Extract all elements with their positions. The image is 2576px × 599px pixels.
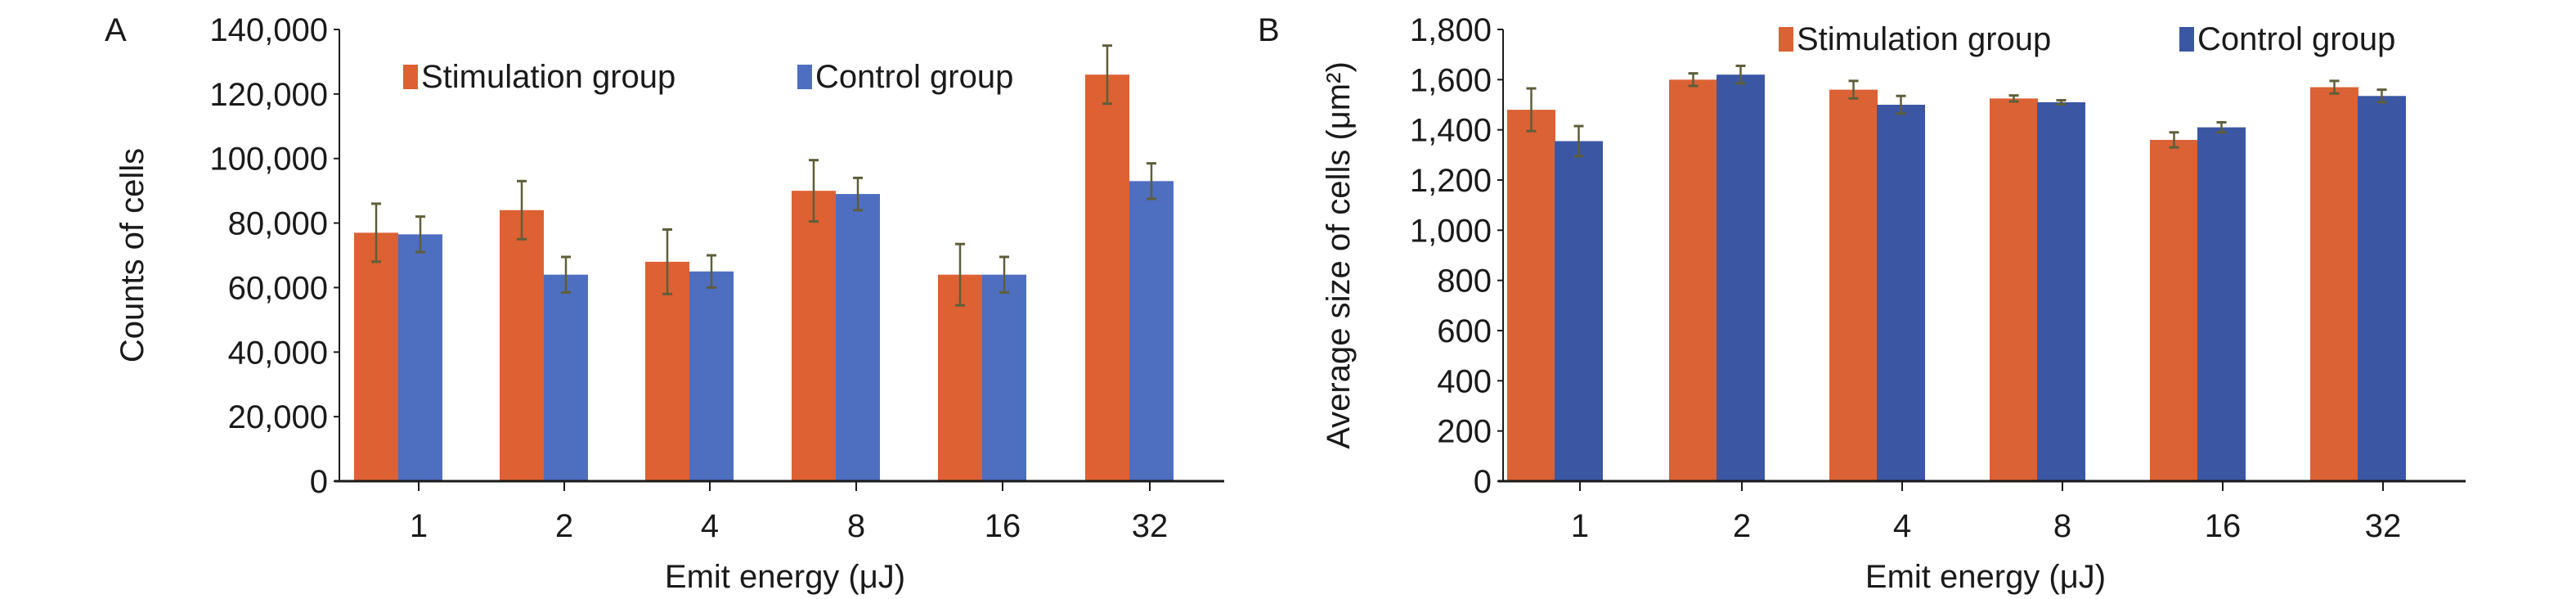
bar-control-16 xyxy=(982,274,1026,481)
x-tick-label: 8 xyxy=(847,508,865,544)
y-axis-title: Counts of cells xyxy=(114,148,150,363)
x-tick-label: 2 xyxy=(555,508,573,544)
x-tick-label: 4 xyxy=(1893,508,1911,544)
y-tick-label: 0 xyxy=(310,464,328,500)
x-tick-label: 1 xyxy=(410,508,428,544)
y-tick-label: 600 xyxy=(1437,313,1492,349)
panel-label-a: A xyxy=(105,12,127,48)
bar-stimulation-1 xyxy=(354,232,398,481)
legend-label-control: Control group xyxy=(815,59,1013,95)
y-tick-label: 80,000 xyxy=(228,206,328,242)
bar-control-8 xyxy=(836,194,880,482)
y-tick-label: 60,000 xyxy=(228,270,328,306)
bar-control-4 xyxy=(1877,105,1925,481)
x-tick-label: 16 xyxy=(985,508,1021,544)
y-tick-label: 0 xyxy=(1474,464,1492,500)
x-tick-label: 2 xyxy=(1733,508,1751,544)
bar-stimulation-1 xyxy=(1507,110,1555,481)
y-tick-label: 1,600 xyxy=(1410,62,1492,98)
bar-control-4 xyxy=(689,271,734,481)
bar-stimulation-8 xyxy=(1990,98,2038,481)
bar-stimulation-4 xyxy=(645,261,689,481)
y-tick-label: 20,000 xyxy=(228,399,328,435)
x-tick-label: 16 xyxy=(2205,508,2242,544)
bar-stimulation-32 xyxy=(2310,87,2358,482)
y-tick-label: 1,000 xyxy=(1410,213,1492,249)
y-tick-label: 1,200 xyxy=(1410,163,1492,199)
legend-swatch-stimulation xyxy=(1779,27,1793,52)
legend-swatch-stimulation xyxy=(403,65,418,89)
x-tick-label: 4 xyxy=(701,508,719,544)
bar-control-1 xyxy=(398,234,442,481)
x-tick-label: 32 xyxy=(2365,508,2402,544)
x-axis-title: Emit energy (μJ) xyxy=(665,559,905,595)
bar-control-1 xyxy=(1555,141,1603,481)
bar-control-32 xyxy=(2358,96,2406,482)
x-tick-label: 8 xyxy=(2053,508,2071,544)
chart-a: 0 20,000 40,000 60,000 80,000 100,000 120,000 1… xyxy=(114,12,1224,595)
bar-control-16 xyxy=(2197,127,2246,481)
bar-stimulation-2 xyxy=(500,209,544,481)
bar-control-2 xyxy=(1717,74,1765,481)
y-tick-label: 1,800 xyxy=(1410,12,1492,48)
y-tick-label: 800 xyxy=(1437,263,1492,300)
x-tick-label: 32 xyxy=(1132,508,1169,544)
bar-stimulation-16 xyxy=(938,274,982,481)
legend-swatch-control xyxy=(2179,27,2194,52)
bar-control-8 xyxy=(2037,101,2085,481)
bar-stimulation-32 xyxy=(1085,74,1129,481)
legend-label-control: Control group xyxy=(2197,21,2395,57)
x-axis-title: Emit energy (μJ) xyxy=(1865,559,2106,595)
y-tick-label: 40,000 xyxy=(228,335,328,371)
bar-control-32 xyxy=(1129,181,1174,482)
y-tick-label: 140,000 xyxy=(209,12,328,48)
bar-stimulation-2 xyxy=(1669,79,1717,481)
chart-b: 0 200 400 600 800 1,000 1,200 1,400 1,600 1,800 1 2… xyxy=(1321,12,2466,595)
y-tick-label: 200 xyxy=(1437,414,1492,450)
x-tick-label: 1 xyxy=(1571,508,1589,544)
bar-stimulation-16 xyxy=(2150,139,2198,481)
y-tick-label: 120,000 xyxy=(209,77,328,113)
y-axis-title: Average size of cells (μm²) xyxy=(1321,61,1357,449)
bar-control-2 xyxy=(544,274,588,481)
bar-stimulation-4 xyxy=(1829,89,1878,481)
panel-label-b: B xyxy=(1258,12,1280,48)
y-tick-label: 1,400 xyxy=(1410,113,1492,149)
bar-stimulation-8 xyxy=(792,191,836,481)
y-tick-label: 400 xyxy=(1437,363,1492,399)
y-tick-label: 100,000 xyxy=(209,142,328,178)
legend-label-stimulation: Stimulation group xyxy=(421,59,675,95)
legend-label-stimulation: Stimulation group xyxy=(1797,21,2051,57)
legend-swatch-control xyxy=(797,65,812,89)
